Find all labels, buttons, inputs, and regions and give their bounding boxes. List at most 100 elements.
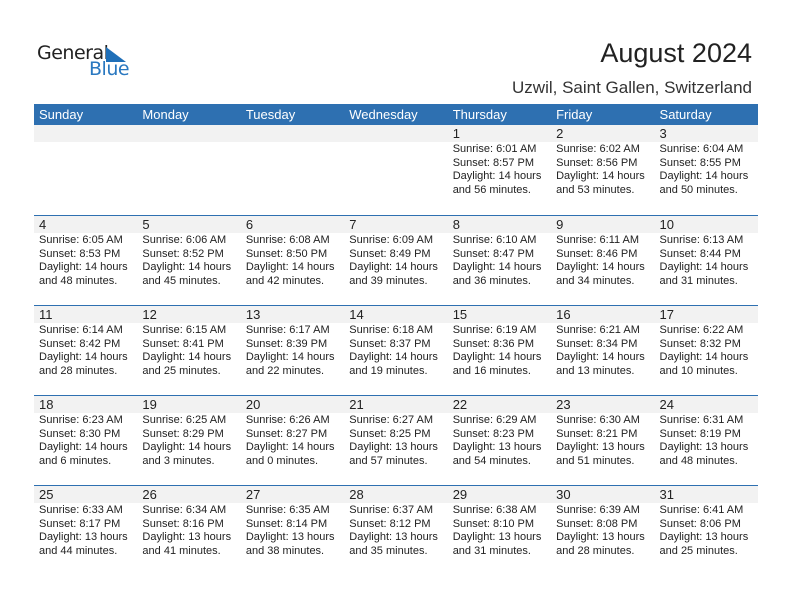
logo-text-general: General <box>37 42 109 64</box>
sunset-text: Sunset: 8:30 PM <box>39 427 121 440</box>
weekday-friday: Friday <box>556 107 593 122</box>
daylight-text: and 48 minutes. <box>39 274 118 287</box>
daylight-text: and 25 minutes. <box>659 544 738 557</box>
day-number: 6 <box>245 217 254 232</box>
daylight-text: Daylight: 13 hours <box>349 441 438 453</box>
sunset-text: Sunset: 8:55 PM <box>659 156 741 169</box>
daylight-text: Daylight: 14 hours <box>452 261 542 273</box>
daylight-text: and 3 minutes. <box>142 454 215 467</box>
daylight-text: and 31 minutes. <box>452 544 531 557</box>
day-cell: Sunrise: 6:31 AM Sunset: 8:19 PM Daylight:… <box>655 413 758 468</box>
day-number: 12 <box>142 307 157 322</box>
day-cell: Sunrise: 6:21 AM Sunset: 8:34 PM Daylight:… <box>551 323 654 378</box>
day-number: 21 <box>349 397 364 412</box>
sunset-text: Sunset: 8:36 PM <box>452 337 535 350</box>
sunrise-text: Sunrise: 6:37 AM <box>349 504 434 516</box>
day-number: 23 <box>556 397 571 412</box>
daylight-text: and 50 minutes. <box>659 183 738 196</box>
daylight-text: and 57 minutes. <box>349 454 428 467</box>
day-cell: Sunrise: 6:26 AM Sunset: 8:27 PM Daylight:… <box>241 413 344 468</box>
day-number: 17 <box>659 307 674 322</box>
daylight-text: Daylight: 14 hours <box>142 441 232 453</box>
sunrise-text: Sunrise: 6:06 AM <box>142 234 227 246</box>
sunset-text: Sunset: 8:44 PM <box>659 247 741 260</box>
sunset-text: Sunset: 8:34 PM <box>556 337 638 350</box>
sunset-text: Sunset: 8:29 PM <box>142 427 224 440</box>
day-cell: Sunrise: 6:27 AM Sunset: 8:25 PM Daylight:… <box>344 413 447 468</box>
daylight-text: and 45 minutes. <box>142 274 221 287</box>
day-cell: Sunrise: 6:41 AM Sunset: 8:06 PM Daylight:… <box>655 503 758 558</box>
sunset-text: Sunset: 8:19 PM <box>659 427 741 440</box>
day-number-row: 11 12 13 14 15 16 17 <box>34 306 758 323</box>
day-cell: Sunrise: 6:37 AM Sunset: 8:12 PM Daylight:… <box>344 503 447 558</box>
day-number: 7 <box>349 217 357 232</box>
week-row: 11 12 13 14 15 16 17 Sunrise: 6:14 AM Sunset: 8:… <box>34 305 758 395</box>
sunset-text: Sunset: 8:37 PM <box>349 337 431 350</box>
sunset-text: Sunset: 8:56 PM <box>556 156 638 169</box>
daylight-text: Daylight: 14 hours <box>452 351 542 363</box>
day-cell: Sunrise: 6:33 AM Sunset: 8:17 PM Daylight:… <box>34 503 137 558</box>
day-number: 10 <box>659 217 674 232</box>
daylight-text: Daylight: 14 hours <box>39 441 128 453</box>
day-number-row: 25 26 27 28 29 30 31 <box>34 486 758 503</box>
sunrise-text: Sunrise: 6:41 AM <box>659 504 744 516</box>
day-number: 13 <box>245 307 261 322</box>
sunrise-text: Sunrise: 6:22 AM <box>659 324 744 336</box>
day-number: 19 <box>142 397 157 412</box>
daylight-text: and 34 minutes. <box>556 274 635 287</box>
sunrise-text: Sunrise: 6:19 AM <box>452 324 537 336</box>
daylight-text: and 54 minutes. <box>452 454 531 467</box>
sunset-text: Sunset: 8:16 PM <box>142 517 224 530</box>
sunrise-text: Sunrise: 6:21 AM <box>556 324 640 336</box>
weekday-header: Sunday Monday Tuesday Wednesday Thursday Frid… <box>34 104 758 125</box>
sunrise-text: Sunrise: 6:04 AM <box>659 143 744 155</box>
week-row: 25 26 27 28 29 30 31 Sunrise: 6:33 AM Sunset: 8:… <box>34 485 758 575</box>
location-subtitle: Uzwil, Saint Gallen, Switzerland <box>512 78 752 97</box>
day-cell: Sunrise: 6:30 AM Sunset: 8:21 PM Daylight:… <box>551 413 654 468</box>
calendar-grid: Sunday Monday Tuesday Wednesday Thursday Frid… <box>34 104 758 575</box>
day-number: 24 <box>659 397 674 412</box>
day-number: 29 <box>452 487 468 502</box>
logo-triangle-icon <box>106 47 126 62</box>
day-number: 1 <box>452 126 460 141</box>
day-cell: Sunrise: 6:34 AM Sunset: 8:16 PM Daylight:… <box>137 503 240 558</box>
day-number <box>344 125 447 142</box>
daylight-text: Daylight: 14 hours <box>349 351 438 363</box>
day-cell: Sunrise: 6:39 AM Sunset: 8:08 PM Daylight:… <box>551 503 654 558</box>
daylight-text: Daylight: 13 hours <box>452 531 542 543</box>
daylight-text: and 6 minutes. <box>39 454 112 467</box>
daylight-text: and 25 minutes. <box>142 364 221 377</box>
sunset-text: Sunset: 8:46 PM <box>556 247 638 260</box>
page-title: August 2024 <box>600 38 752 68</box>
day-cell: Sunrise: 6:13 AM Sunset: 8:44 PM Daylight:… <box>655 233 758 288</box>
day-cell: Sunrise: 6:11 AM Sunset: 8:46 PM Daylight:… <box>551 233 654 288</box>
daylight-text: Daylight: 14 hours <box>659 351 749 363</box>
sunset-text: Sunset: 8:32 PM <box>659 337 741 350</box>
sunrise-text: Sunrise: 6:39 AM <box>556 504 640 516</box>
daylight-text: and 44 minutes. <box>39 544 118 557</box>
sunrise-text: Sunrise: 6:27 AM <box>349 414 434 426</box>
sunset-text: Sunset: 8:08 PM <box>556 517 638 530</box>
daylight-text: and 56 minutes. <box>452 183 531 196</box>
day-cell: Sunrise: 6:09 AM Sunset: 8:49 PM Daylight:… <box>344 233 447 288</box>
sunrise-text: Sunrise: 6:13 AM <box>659 234 744 246</box>
sunrise-text: Sunrise: 6:29 AM <box>452 414 537 426</box>
day-number: 2 <box>556 126 564 141</box>
daylight-text: Daylight: 14 hours <box>349 261 438 273</box>
sunrise-text: Sunrise: 6:18 AM <box>349 324 434 336</box>
day-details-row: Sunrise: 6:14 AM Sunset: 8:42 PM Daylight:… <box>34 323 758 378</box>
day-cell: Sunrise: 6:25 AM Sunset: 8:29 PM Daylight:… <box>137 413 240 468</box>
daylight-text: and 53 minutes. <box>556 183 635 196</box>
weekday-sunday: Sunday <box>39 107 84 122</box>
day-number: 14 <box>349 307 364 322</box>
daylight-text: Daylight: 13 hours <box>245 531 335 543</box>
day-details-row: Sunrise: 6:05 AM Sunset: 8:53 PM Daylight:… <box>34 233 758 288</box>
sunrise-text: Sunrise: 6:35 AM <box>245 504 330 516</box>
daylight-text: and 16 minutes. <box>452 364 531 377</box>
daylight-text: Daylight: 14 hours <box>556 351 645 363</box>
sunset-text: Sunset: 8:53 PM <box>39 247 121 260</box>
daylight-text: Daylight: 14 hours <box>556 261 645 273</box>
daylight-text: Daylight: 13 hours <box>39 531 128 543</box>
day-number-row: 4 5 6 7 8 9 10 <box>34 216 758 233</box>
